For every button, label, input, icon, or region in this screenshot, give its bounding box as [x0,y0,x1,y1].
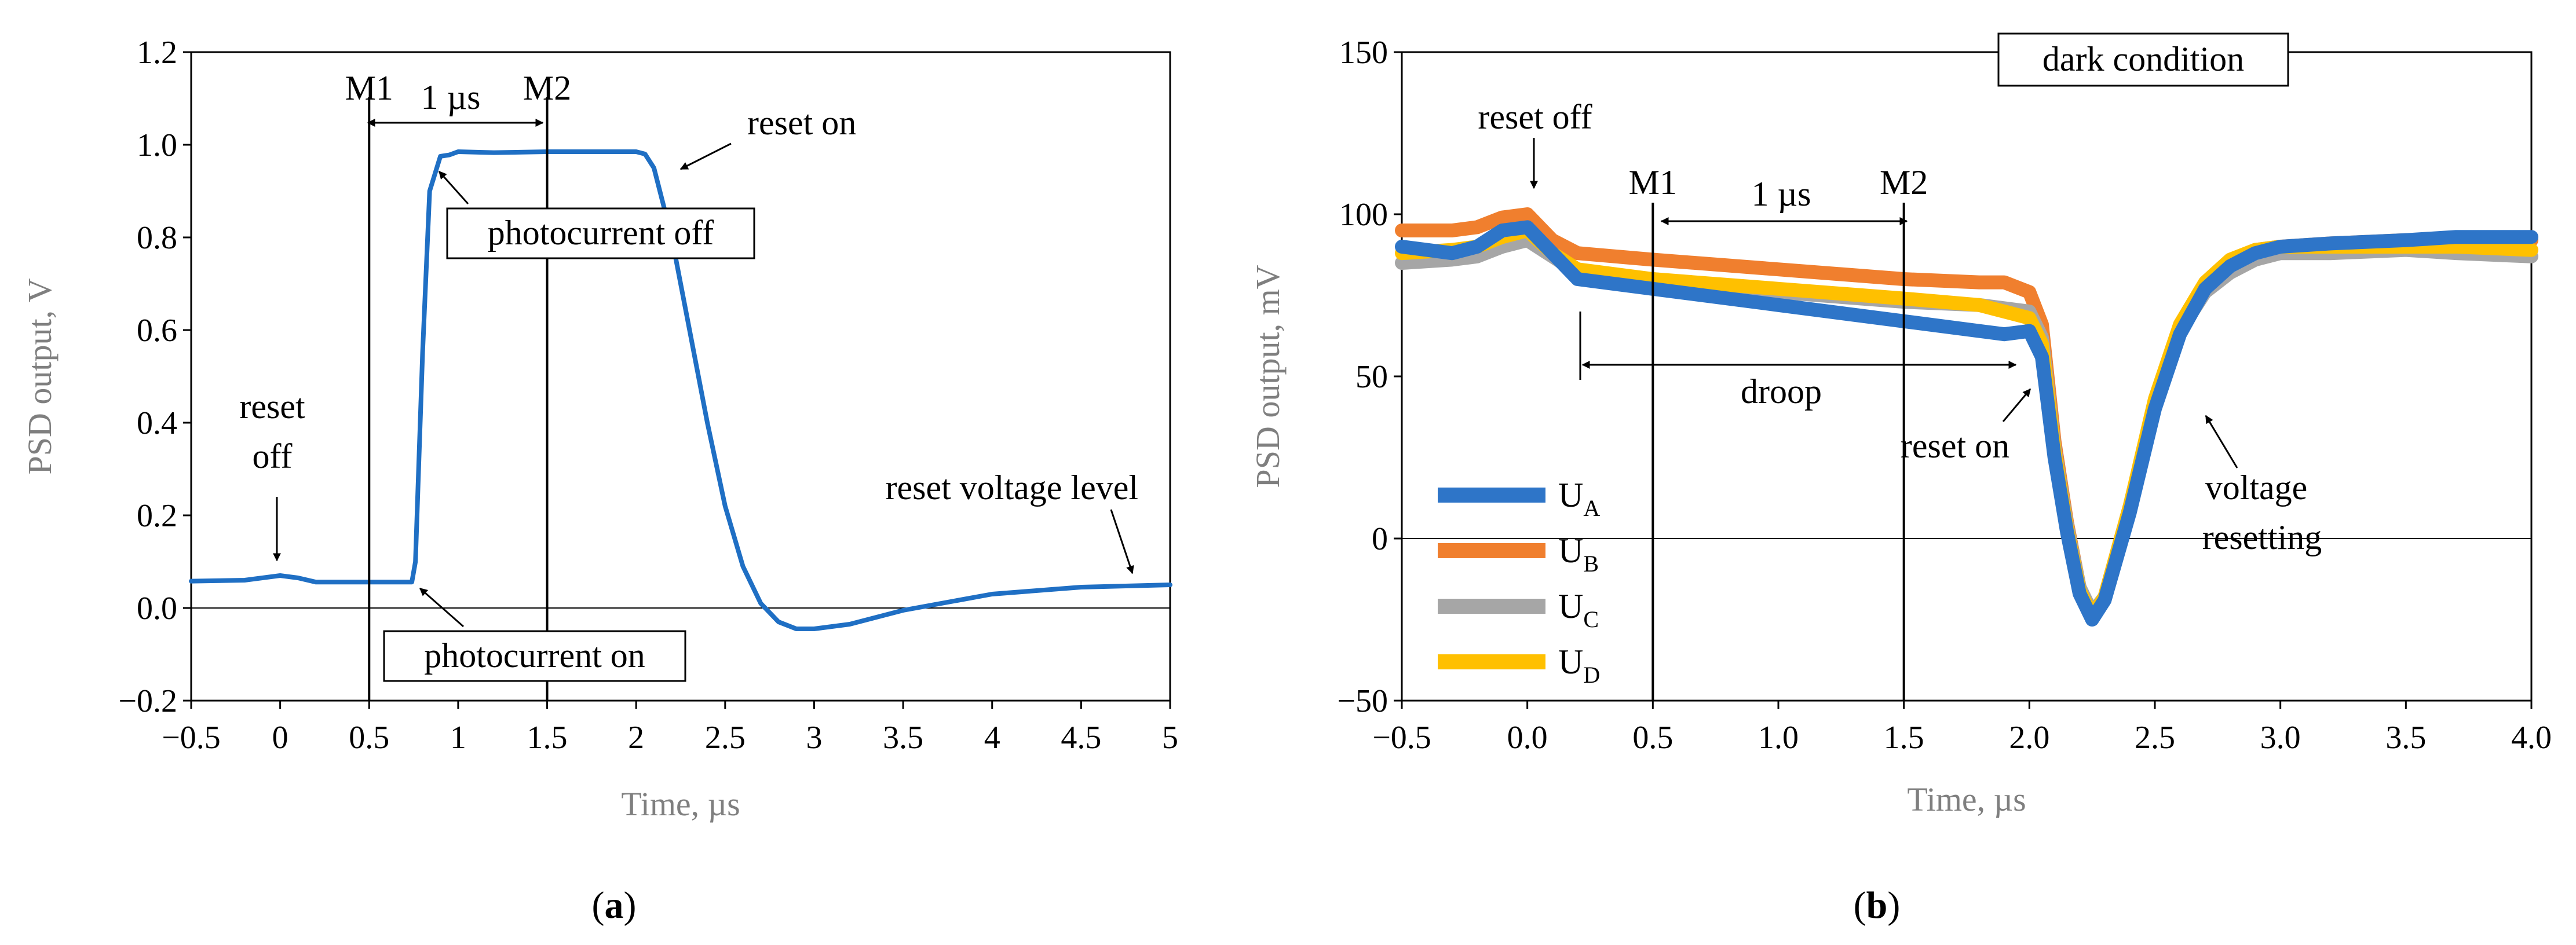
chart-a-photocurrent-off-arrow [438,170,469,204]
legend-label-ua: UA [1558,476,1600,521]
chart-b-reset-on-arrow [2002,388,2031,422]
chart-a-reset-off-label-2: off [253,437,293,475]
chart-a-span-label: 1 µs [421,78,481,116]
chart-b-caption-close: ) [1887,884,1900,926]
chart-a-x-tick-label: 1.5 [527,720,568,756]
chart-b-x-tick-label: 3.5 [2385,720,2426,756]
chart-b-legend: UA UB UC UD [1438,476,1600,688]
chart-b-y-tick-label: 150 [1339,35,1388,71]
chart-b-y-tick-label: 100 [1339,197,1388,233]
chart-a-x-tick-label: 4.5 [1061,720,1101,756]
chart-b-caption-open: ( [1854,884,1866,926]
chart-b-title-box [1997,32,2289,87]
chart-b-title: dark condition [2042,40,2244,78]
chart-a-x-ticks: −0.5 0 0.5 1 1.5 2 2.5 3 3.5 4 4.5 5 [162,701,1178,756]
chart-a-x-tick-label: 3 [806,720,822,756]
chart-b-marker-m1-label: M1 [1629,163,1677,202]
chart-b-voltage-resetting-arrow [2205,415,2238,468]
chart-b-droop-label: droop [1741,372,1822,411]
chart-a-x-tick-label: 1 [450,720,466,756]
chart-b-reset-on-label: reset on [1901,427,2009,465]
chart-a-series-line [189,149,1172,631]
chart-a-caption: (a) [592,884,637,926]
chart-a-x-tick-label: 4 [984,720,1000,756]
chart-b: −50 0 50 100 150 −0.5 0.0 0.5 1.0 1.5 2.0 2.5 3.0 3.… [1249,32,2552,926]
chart-b-series [1395,207,2538,627]
chart-a-x-tick-label: 0 [272,720,288,756]
legend-label-ub: UB [1558,532,1599,577]
chart-a-x-axis-label: Time, µs [621,785,740,823]
chart-b-y-tick-label: 0 [1372,521,1388,557]
chart-a-caption-letter: a [605,884,624,926]
chart-b-caption: (b) [1854,884,1901,926]
chart-a-y-tick-label: 0.0 [137,591,177,627]
chart-b-caption-letter: b [1866,884,1888,926]
chart-a-y-ticks: −0.2 0.0 0.2 0.4 0.6 0.8 1.0 1.2 [118,35,191,719]
chart-b-x-ticks: −0.5 0.0 0.5 1.0 1.5 2.0 2.5 3.0 3.5 4.0 [1372,701,2552,756]
chart-a-photocurrent-on-box [383,630,686,682]
chart-b-series-line-ua [1395,220,2538,627]
chart-a-reset-on-arrow [679,142,732,170]
chart-b-y-tick-label: −50 [1337,683,1388,719]
chart-a-markers: M1 M2 [345,69,571,701]
chart-b-y-axis-label: PSD output, mV [1249,265,1287,488]
chart-b-x-tick-label: 3.0 [2260,720,2301,756]
legend-label-ud: UD [1558,643,1600,688]
chart-b-y-tick-label: 50 [1355,359,1388,395]
chart-a-photocurrent-off-box [446,207,755,259]
chart-a-x-tick-label: 0.5 [349,720,389,756]
chart-a-photocurrent-on-arrow [419,587,464,628]
chart-b-x-axis-label: Time, µs [1907,781,2026,818]
chart-b-x-tick-label: 2.0 [2009,720,2049,756]
chart-b-x-tick-label: −0.5 [1372,720,1431,756]
chart-a-y-tick-label: 0.6 [137,313,177,349]
chart-a-plot-area [190,51,1171,702]
chart-b-reset-off-label: reset off [1478,98,1592,136]
chart-a-x-tick-label: 2.5 [705,720,746,756]
chart-a-x-tick-label: −0.5 [162,720,221,756]
chart-a-x-tick-label: 3.5 [883,720,923,756]
chart-a-photocurrent-on-label: photocurrent on [424,636,645,675]
chart-b-markers: M1 M2 [1629,163,1928,701]
chart-a-reset-voltage-level-arrow [1110,509,1134,574]
chart-b-resetting-label: resetting [2202,518,2322,556]
chart-a-y-tick-label: 1.0 [137,127,177,163]
chart-b-x-tick-label: 0.0 [1507,720,1548,756]
chart-b-span-label: 1 µs [1752,175,1811,213]
chart-a-x-tick-label: 5 [1162,720,1178,756]
chart-a-x-tick-label: 2 [628,720,644,756]
chart-a-y-tick-label: 0.2 [137,498,177,534]
chart-a-marker-m2-label: M2 [523,69,571,107]
chart-b-marker-m2-label: M2 [1880,163,1928,202]
chart-a-y-tick-label: −0.2 [118,683,177,719]
chart-a-y-tick-label: 0.8 [137,220,177,256]
chart-a-photocurrent-off-label: photocurrent off [488,214,714,252]
legend-label-uc: UC [1558,587,1599,632]
chart-b-y-ticks: −50 0 50 100 150 [1337,35,1402,719]
chart-a-marker-m1-label: M1 [345,69,393,107]
chart-a-reset-off-label-1: reset [239,387,305,426]
chart-b-x-tick-label: 1.0 [1758,720,1799,756]
chart-b-x-tick-label: 4.0 [2511,720,2552,756]
chart-a-reset-voltage-level-label: reset voltage level [886,468,1138,507]
chart-b-x-tick-label: 2.5 [2135,720,2175,756]
chart-a-y-tick-label: 1.2 [137,35,177,71]
chart-a-caption-open: ( [592,884,605,926]
chart-a-caption-close: ) [624,884,637,926]
chart-a-y-axis-label: PSD output, V [21,278,59,474]
chart-a-series [189,149,1172,631]
chart-b-x-tick-label: 1.5 [1884,720,1924,756]
chart-a-reset-on-label: reset on [747,104,856,142]
chart-b-voltage-label: voltage [2205,468,2308,507]
chart-b-x-tick-label: 0.5 [1632,720,1673,756]
chart-a-y-tick-label: 0.4 [137,405,177,441]
chart-a: −0.2 0.0 0.2 0.4 0.6 0.8 1.0 1.2 −0.5 0 0.5 1 1.5 2 2… [21,35,1178,926]
